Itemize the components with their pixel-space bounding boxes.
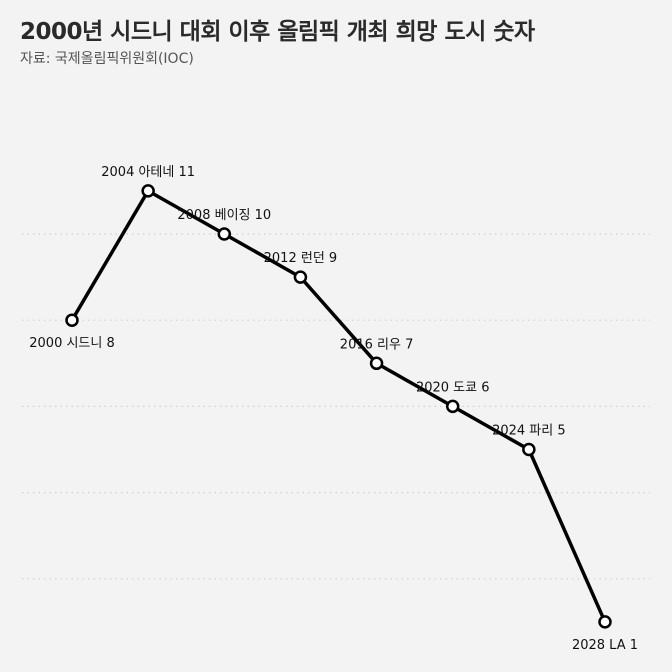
data-point xyxy=(522,442,536,457)
series-line xyxy=(70,189,607,624)
data-point xyxy=(217,227,232,241)
data-label: 2008 베이징 10 xyxy=(177,208,271,223)
data-labels: 2000 시드니 8 2004 아테네 11 2008 베이징 10 2012 런던 … xyxy=(29,165,638,653)
data-point xyxy=(293,270,308,284)
data-label: 2028 LA 1 xyxy=(572,638,638,653)
data-points xyxy=(65,184,612,629)
data-point xyxy=(369,356,384,371)
chart-title: 2000년 시드니 대회 이후 올림픽 개최 희망 도시 숫자 xyxy=(20,19,535,45)
data-point xyxy=(445,399,460,414)
chart-source: 자료: 국제올림픽위원회(IOC) xyxy=(20,51,194,67)
data-label: 2020 도쿄 6 xyxy=(416,380,490,395)
data-point xyxy=(65,313,79,327)
data-label: 2016 리우 7 xyxy=(340,337,414,352)
data-point xyxy=(141,184,155,198)
data-label: 2024 파리 5 xyxy=(492,424,566,439)
grid-lines xyxy=(22,233,650,580)
data-label: 2000 시드니 8 xyxy=(29,336,115,351)
data-label: 2004 아테네 11 xyxy=(101,165,195,180)
data-point xyxy=(598,615,612,629)
data-label: 2012 런던 9 xyxy=(264,251,338,266)
